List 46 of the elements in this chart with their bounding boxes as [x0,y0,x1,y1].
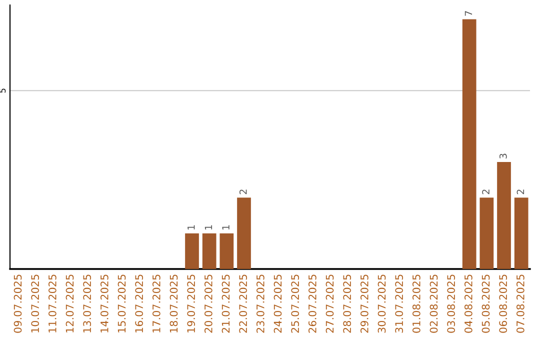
x-tick-label: 21.07.2025 [222,274,230,333]
data-label: 1 [204,225,212,230]
x-tick-label: 12.07.2025 [66,274,74,332]
x-tick-label: 22.07.2025 [239,274,248,333]
data-label: 2 [516,190,524,194]
bar [514,198,528,269]
x-tick-label: 28.07.2025 [343,274,352,333]
x-tick-label: 19.07.2025 [187,274,196,332]
bar [220,233,234,269]
data-label: 1 [222,225,230,230]
x-tick-label: 04.08.2025 [464,274,472,333]
x-tick-label: 02.08.2025 [430,274,438,333]
bar [462,19,476,269]
x-tick-label: 16.07.2025 [135,274,144,332]
x-tick-label: 23.07.2025 [256,274,264,333]
x-tick-label: 17.07.2025 [152,274,160,332]
x-tick-label: 03.08.2025 [447,274,456,333]
data-label: 2 [239,190,247,194]
data-label: 7 [464,11,472,16]
bar [497,162,511,269]
x-tick-label: 27.07.2025 [326,274,334,333]
x-tick-label: 14.07.2025 [100,274,108,332]
data-label: 3 [499,154,507,158]
data-label: 1 [188,225,195,230]
x-tick-label: 07.08.2025 [516,274,524,333]
data-label: 2 [482,190,490,194]
x-tick-label: 15.07.2025 [118,274,126,332]
x-tick-label: 20.07.2025 [204,274,212,333]
x-tick-label: 13.07.2025 [83,274,92,332]
x-tick-label: 24.07.2025 [274,274,282,333]
bar [185,233,199,269]
x-tick-label: 26.07.2025 [308,274,316,333]
x-tick-label: 10.07.2025 [31,274,40,332]
x-tick-label: 31.07.2025 [395,274,404,333]
bar [237,198,251,269]
x-tick-label: 05.08.2025 [482,274,490,333]
x-tick-label: 01.08.2025 [412,274,420,333]
x-tick-label: 09.07.2025 [14,274,22,333]
bar [480,198,494,269]
x-tick-label: 06.08.2025 [499,274,508,333]
x-tick-label: 30.07.2025 [378,274,386,333]
x-tick-label: 18.07.2025 [170,274,178,332]
bar [202,233,216,269]
x-tick-label: 25.07.2025 [291,274,300,333]
x-tick-label: 11.07.2025 [48,274,56,332]
x-tick-label: 29.07.2025 [360,274,368,333]
